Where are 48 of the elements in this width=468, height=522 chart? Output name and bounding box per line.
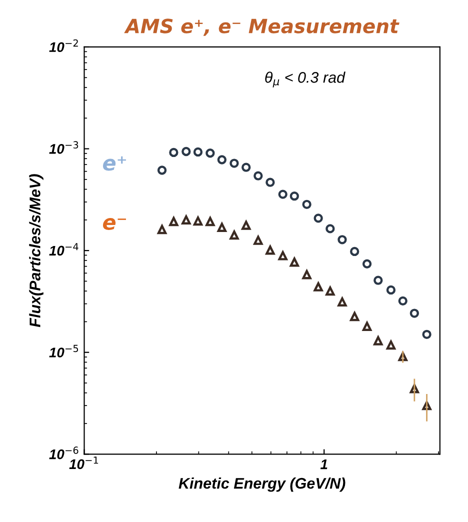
point — [206, 148, 215, 158]
point — [230, 158, 239, 168]
point — [193, 216, 203, 226]
point — [410, 308, 420, 318]
x-tick-label: 10$^{−1}$ — [69, 456, 98, 470]
point — [217, 222, 227, 232]
point — [374, 276, 383, 285]
point — [362, 322, 372, 331]
point — [242, 162, 251, 172]
point — [206, 216, 215, 226]
annotation: θ$_{μ}$ < 0.3 rad — [265, 72, 346, 88]
y-tick-label: 10$^{−3}$ — [49, 141, 78, 154]
x-tick-label: 1 — [320, 460, 328, 470]
point — [422, 330, 432, 340]
chart-title: AMS e⁺, e⁻ Measurement — [124, 18, 400, 36]
x-axis-title: Kinetic Energy (GeV/N) — [178, 478, 346, 492]
y-tick-label: 10$^{−4}$ — [49, 243, 78, 256]
point — [266, 178, 275, 187]
series-label: e⁺ — [102, 156, 126, 171]
point — [326, 224, 335, 234]
point — [290, 191, 299, 201]
y-tick-label: 10$^{−6}$ — [49, 446, 78, 460]
point — [182, 215, 191, 224]
point — [338, 297, 347, 306]
point — [193, 147, 203, 157]
point — [314, 214, 323, 223]
point — [386, 340, 396, 350]
y-tick-label: 10$^{−5}$ — [49, 344, 78, 358]
point — [326, 286, 335, 296]
point — [182, 146, 191, 156]
point — [169, 216, 178, 226]
point — [157, 224, 167, 234]
point — [278, 190, 288, 199]
point — [217, 155, 227, 164]
point — [350, 312, 360, 322]
y-tick-label: 10$^{−2}$ — [49, 39, 78, 52]
point — [302, 200, 312, 209]
point — [230, 230, 239, 240]
point — [386, 285, 396, 295]
point — [157, 166, 167, 175]
y-axis-title: Flux(Particles/s/MeV) — [29, 174, 44, 328]
series-label: e⁻ — [102, 218, 126, 230]
point — [398, 296, 408, 306]
point — [362, 259, 372, 268]
point — [254, 171, 263, 180]
point — [350, 246, 360, 256]
point — [338, 235, 347, 244]
point — [169, 148, 178, 158]
